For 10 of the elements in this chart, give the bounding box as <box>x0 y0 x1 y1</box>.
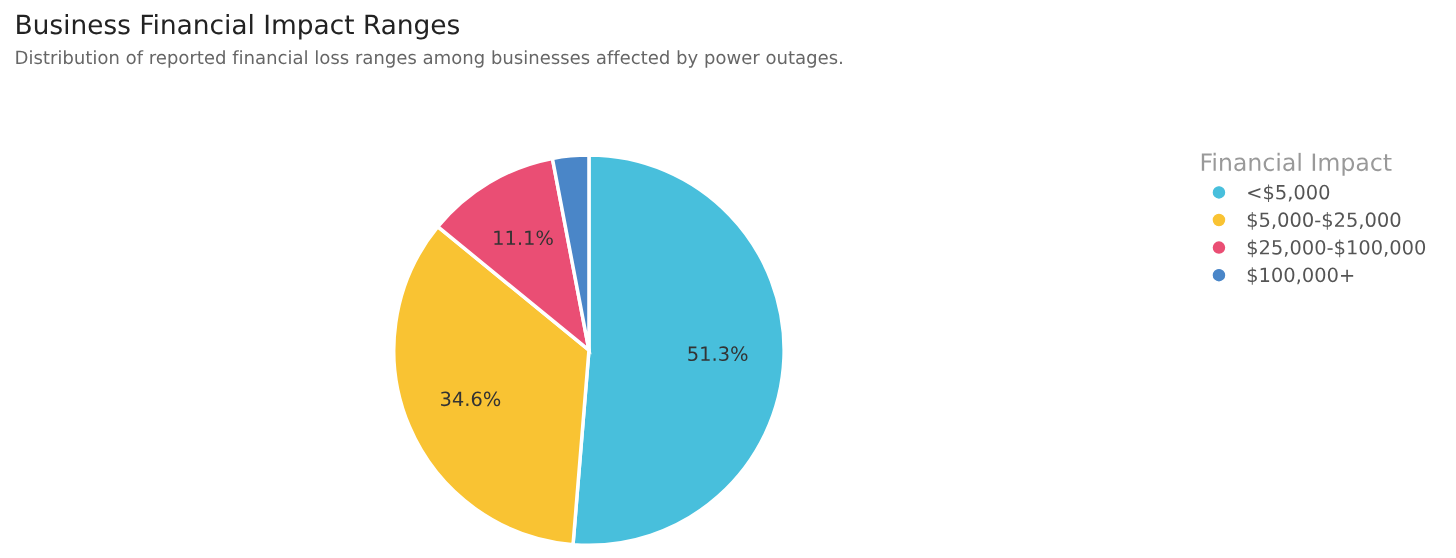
legend-title: Financial Impact <box>1201 152 1392 176</box>
legend-label: <$5,000 <box>1248 184 1330 203</box>
legend-label: $25,000-$100,000 <box>1247 239 1426 258</box>
data-label: 34.6% <box>441 391 501 407</box>
data-label: 51.3% <box>688 346 748 362</box>
chart-subtitle: Distribution of reported financial loss ranges among businesses affected by power outages. <box>16 50 842 68</box>
chart-title: Business Financial Impact Ranges <box>17 13 459 40</box>
legend-label: $100,000+ <box>1247 267 1354 285</box>
legend-label: $5,000-$25,000 <box>1247 212 1401 230</box>
data-label: 11.1% <box>494 230 553 246</box>
